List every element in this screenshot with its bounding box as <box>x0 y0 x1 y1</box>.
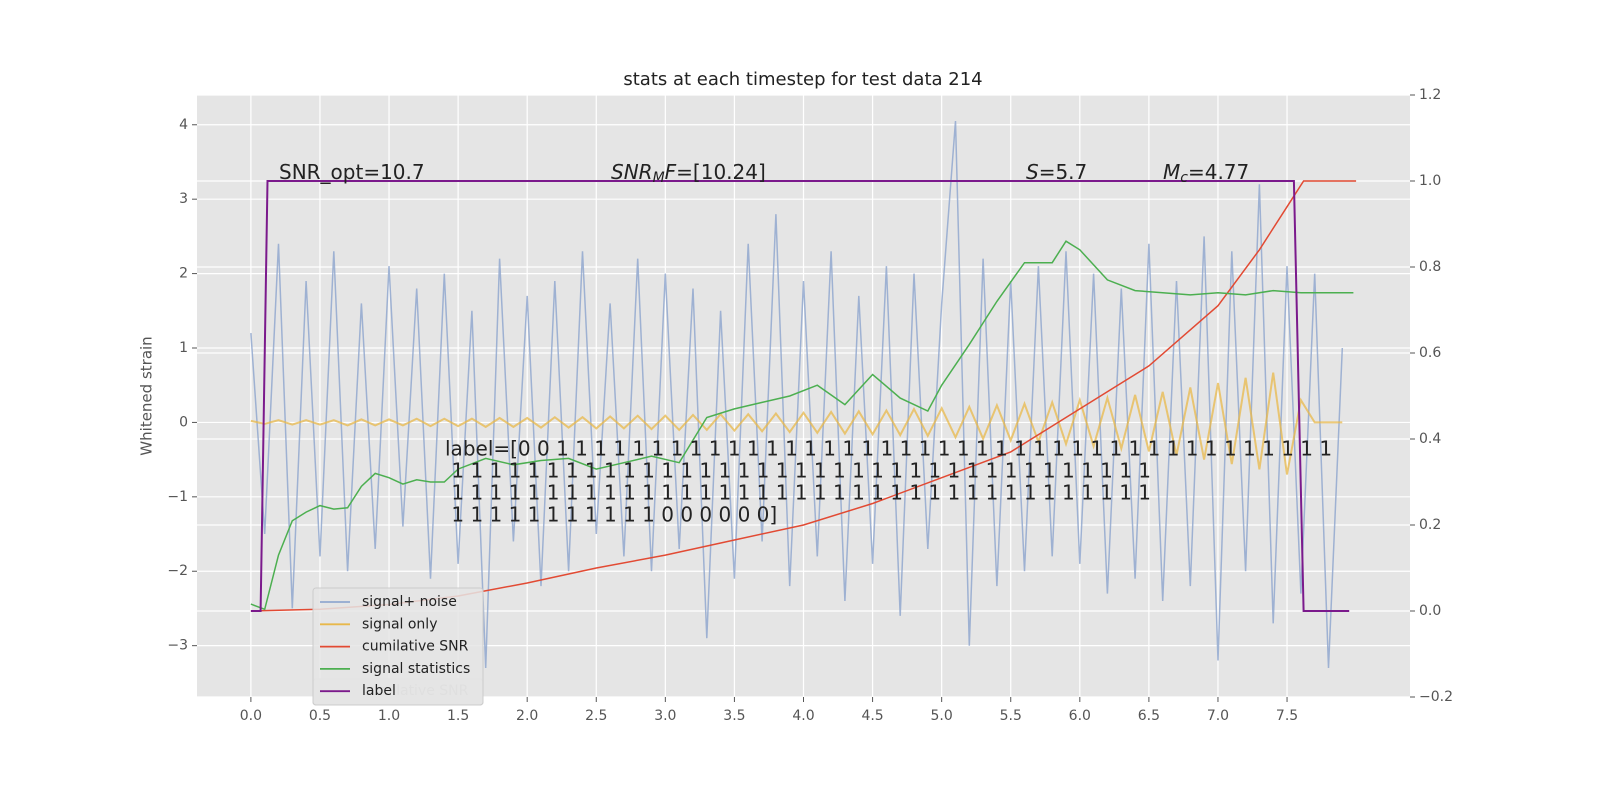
annotation: S=5.7 <box>1026 160 1087 184</box>
y-tick-label: −2 <box>167 563 188 579</box>
legend-label: signal only <box>362 616 437 632</box>
y-tick-label: 1 <box>179 340 188 356</box>
x-tick-label: 3.5 <box>723 708 745 724</box>
annotation-part: =5.7 <box>1039 160 1088 184</box>
x-tick-label: 6.0 <box>1069 708 1091 724</box>
series-line <box>250 180 1350 612</box>
y-tick-label: −1 <box>167 489 188 505</box>
legend-box <box>312 587 484 706</box>
x-tick-label: 3.0 <box>654 708 676 724</box>
x-tick-label: 0.5 <box>309 708 331 724</box>
x-tick-label: 2.5 <box>585 708 607 724</box>
annotation-part: SNR_opt=10.7 <box>279 160 425 184</box>
x-tick-label: 7.0 <box>1207 708 1229 724</box>
legend-label: signal statistics <box>362 661 470 677</box>
annotation-line: 1 1 1 1 1 1 1 1 1 1 1 1 1 1 1 1 1 1 1 1 … <box>445 459 1151 483</box>
y2-tick-label: 1.0 <box>1419 173 1441 189</box>
y-tick-label: 4 <box>179 117 188 133</box>
x-tick-label: 0.0 <box>240 708 262 724</box>
y2-tick-label: 0.2 <box>1419 517 1441 533</box>
y-axis-label: Whitened strain <box>138 336 156 455</box>
x-tick-label: 5.0 <box>931 708 953 724</box>
x-tick-label: 2.0 <box>516 708 538 724</box>
y2-tick-label: 0.0 <box>1419 603 1441 619</box>
legend-label: label <box>362 683 396 699</box>
annotation: SNR_opt=10.7 <box>279 160 425 184</box>
y2-tick-label: 1.2 <box>1419 87 1441 103</box>
legend-label: signal+ noise <box>362 594 457 610</box>
y2-tick-label: 0.8 <box>1419 259 1441 275</box>
annotation-part: c <box>1180 170 1188 186</box>
annotation-line: label=[0 0 1 1 1 1 1 1 1 1 1 1 1 1 1 1 1… <box>445 437 1332 461</box>
x-tick-label: 7.5 <box>1276 708 1298 724</box>
annotation-part: M <box>1163 160 1180 184</box>
y-tick-label: −3 <box>167 638 188 654</box>
series-line <box>250 240 1354 611</box>
annotation-part: M <box>653 170 665 186</box>
y-tick-label: 2 <box>179 266 188 282</box>
annotation-part: =[10.24] <box>676 160 766 184</box>
annotation-part: SNR <box>611 160 653 184</box>
series-line <box>250 120 1344 669</box>
x-tick-label: 4.5 <box>861 708 883 724</box>
annotation-part: S <box>1026 160 1039 184</box>
x-tick-label: 4.0 <box>792 708 814 724</box>
y-tick-label: 0 <box>179 414 188 430</box>
x-tick-label: 1.0 <box>378 708 400 724</box>
x-tick-label: 1.5 <box>447 708 469 724</box>
annotation: SNRMF=[10.24] <box>611 160 766 187</box>
annotation-line: 1 1 1 1 1 1 1 1 1 1 1 1 1 1 1 1 1 1 1 1 … <box>445 481 1151 505</box>
chart-title: stats at each timestep for test data 214 <box>623 69 982 90</box>
x-tick-label: 6.5 <box>1138 708 1160 724</box>
annotation-line: 1 1 1 1 1 1 1 1 1 1 1 0 0 0 0 0 0] <box>445 503 777 527</box>
y2-tick-label: 0.6 <box>1419 345 1441 361</box>
grid <box>197 94 1410 698</box>
y-tick-label: 3 <box>179 191 188 207</box>
legend-label: cumilative SNR <box>362 639 469 655</box>
annotation-part: =4.77 <box>1188 160 1249 184</box>
annotation: Mc=4.77 <box>1163 160 1249 187</box>
y2-tick-label: −0.2 <box>1419 689 1453 705</box>
y2-tick-label: 0.4 <box>1419 431 1441 447</box>
annotation-part: F <box>665 160 677 184</box>
x-tick-label: 5.5 <box>1000 708 1022 724</box>
series-line <box>250 372 1343 475</box>
